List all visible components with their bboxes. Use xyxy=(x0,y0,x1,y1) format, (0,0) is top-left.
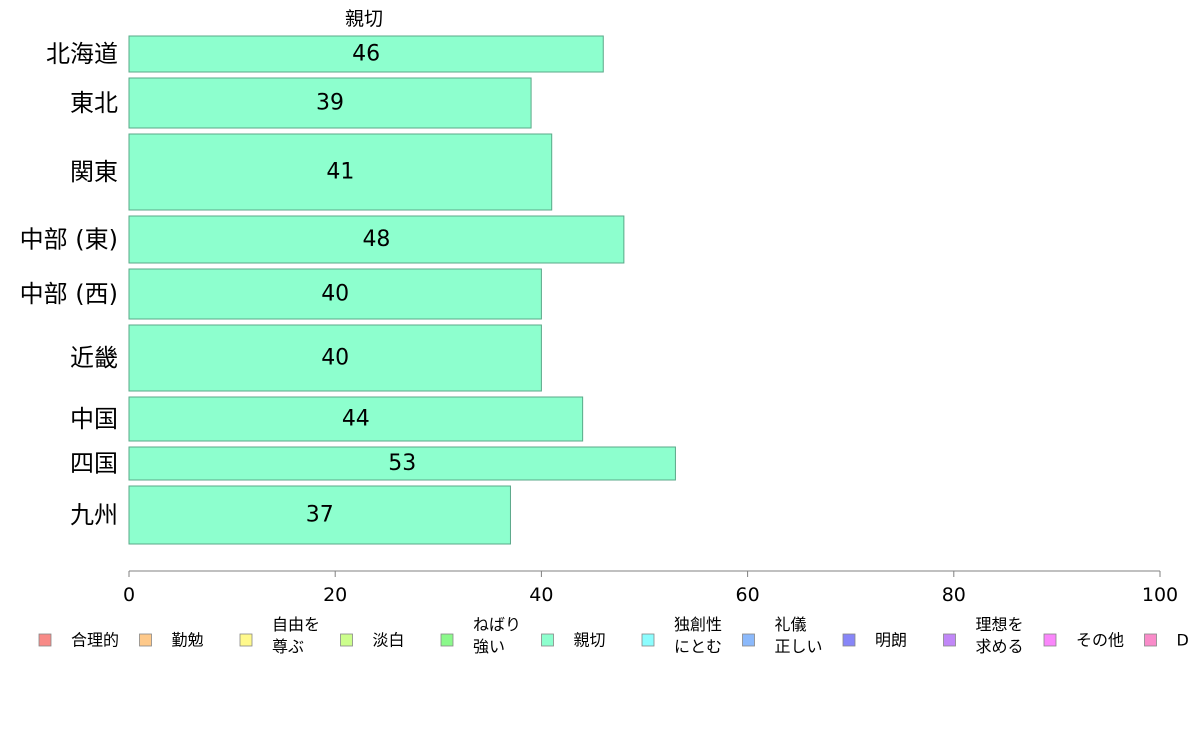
legend-label-line: 求める xyxy=(976,637,1024,656)
bar-value-label: 44 xyxy=(342,407,370,432)
legend-label: 合理的 xyxy=(71,631,119,650)
legend-swatch xyxy=(1043,633,1057,647)
category-label: 四国 xyxy=(70,450,118,478)
legend-swatch xyxy=(1144,633,1157,647)
bar-value-label: 41 xyxy=(326,160,354,185)
legend-label: 勤勉 xyxy=(172,631,204,650)
legend-label: その他 xyxy=(1076,631,1124,650)
category-label: 九州 xyxy=(70,501,118,529)
bar-value-label: 37 xyxy=(306,503,334,528)
bars-group: 46 北海道 39 東北 41 関東 48 中部 (東) 40 中部 (西) 40 近畿 44 中国 53 四… xyxy=(20,35,676,545)
legend-swatch xyxy=(340,633,353,647)
bar xyxy=(128,396,584,442)
bar xyxy=(128,446,676,481)
category-label: 北海道 xyxy=(46,40,118,68)
legend-label-line: にとむ xyxy=(674,637,722,656)
bar-value-label: 40 xyxy=(321,282,349,307)
bar xyxy=(128,268,542,320)
legend-label: D xyxy=(1177,631,1188,650)
x-tick-label: 40 xyxy=(529,584,553,606)
category-label: 東北 xyxy=(70,89,118,117)
legend-swatch xyxy=(139,633,152,647)
legend-label-line: 強い xyxy=(473,637,505,656)
bar xyxy=(128,485,511,545)
category-label: 中部 (西) xyxy=(20,280,118,308)
category-label: 近畿 xyxy=(70,344,118,372)
bar xyxy=(128,77,532,129)
bar xyxy=(128,215,625,264)
bar-value-label: 39 xyxy=(316,91,344,116)
legend-label: 淡白 xyxy=(373,631,405,650)
legend-swatch xyxy=(38,633,52,647)
x-axis: 0 20 40 60 80 100 xyxy=(123,570,1178,606)
bar-value-label: 53 xyxy=(388,451,416,476)
legend-swatch xyxy=(842,633,856,647)
legend-label-line: 正しい xyxy=(775,637,823,656)
x-tick-label: 0 xyxy=(123,584,135,606)
legend-label: 礼儀正しい xyxy=(775,615,823,656)
legend-swatch xyxy=(641,633,655,647)
category-label: 中国 xyxy=(70,405,118,433)
x-tick-label: 20 xyxy=(323,584,347,606)
x-tick-label: 100 xyxy=(1142,584,1178,606)
legend-swatch xyxy=(440,633,454,647)
legend: 合理的 勤勉 自由を尊ぶ 淡白 ねばり強い 親切 独創性にとむ 礼儀正しい 明朗 理想を求める その… xyxy=(38,615,1188,656)
legend-label: 理想を求める xyxy=(976,615,1024,656)
legend-label-line: 理想を xyxy=(976,615,1024,634)
legend-swatch xyxy=(239,633,253,647)
category-label: 関東 xyxy=(70,158,118,186)
x-tick-label: 60 xyxy=(736,584,760,606)
legend-swatch xyxy=(541,633,554,647)
bar xyxy=(128,133,553,211)
bar-value-label: 46 xyxy=(352,42,380,67)
legend-label-line: 礼儀 xyxy=(775,615,807,634)
legend-label: 明朗 xyxy=(875,631,907,650)
legend-label: 独創性にとむ xyxy=(674,615,722,656)
legend-label: 自由を尊ぶ xyxy=(272,615,320,656)
chart-title: 親切 xyxy=(345,8,383,30)
bar-value-label: 40 xyxy=(321,346,349,371)
legend-label: 親切 xyxy=(574,631,606,650)
legend-label: ねばり強い xyxy=(473,615,521,656)
legend-label-line: 尊ぶ xyxy=(272,637,304,656)
legend-label-line: 自由を xyxy=(272,615,320,634)
bar xyxy=(128,324,542,392)
bar-value-label: 48 xyxy=(362,227,390,252)
legend-label-line: 独創性 xyxy=(674,615,722,634)
category-label: 中部 (東) xyxy=(20,226,118,254)
legend-swatch xyxy=(943,633,956,647)
legend-label-line: ねばり xyxy=(473,615,521,634)
bar xyxy=(128,35,604,73)
legend-swatch xyxy=(742,633,755,647)
x-tick-label: 80 xyxy=(942,584,966,606)
